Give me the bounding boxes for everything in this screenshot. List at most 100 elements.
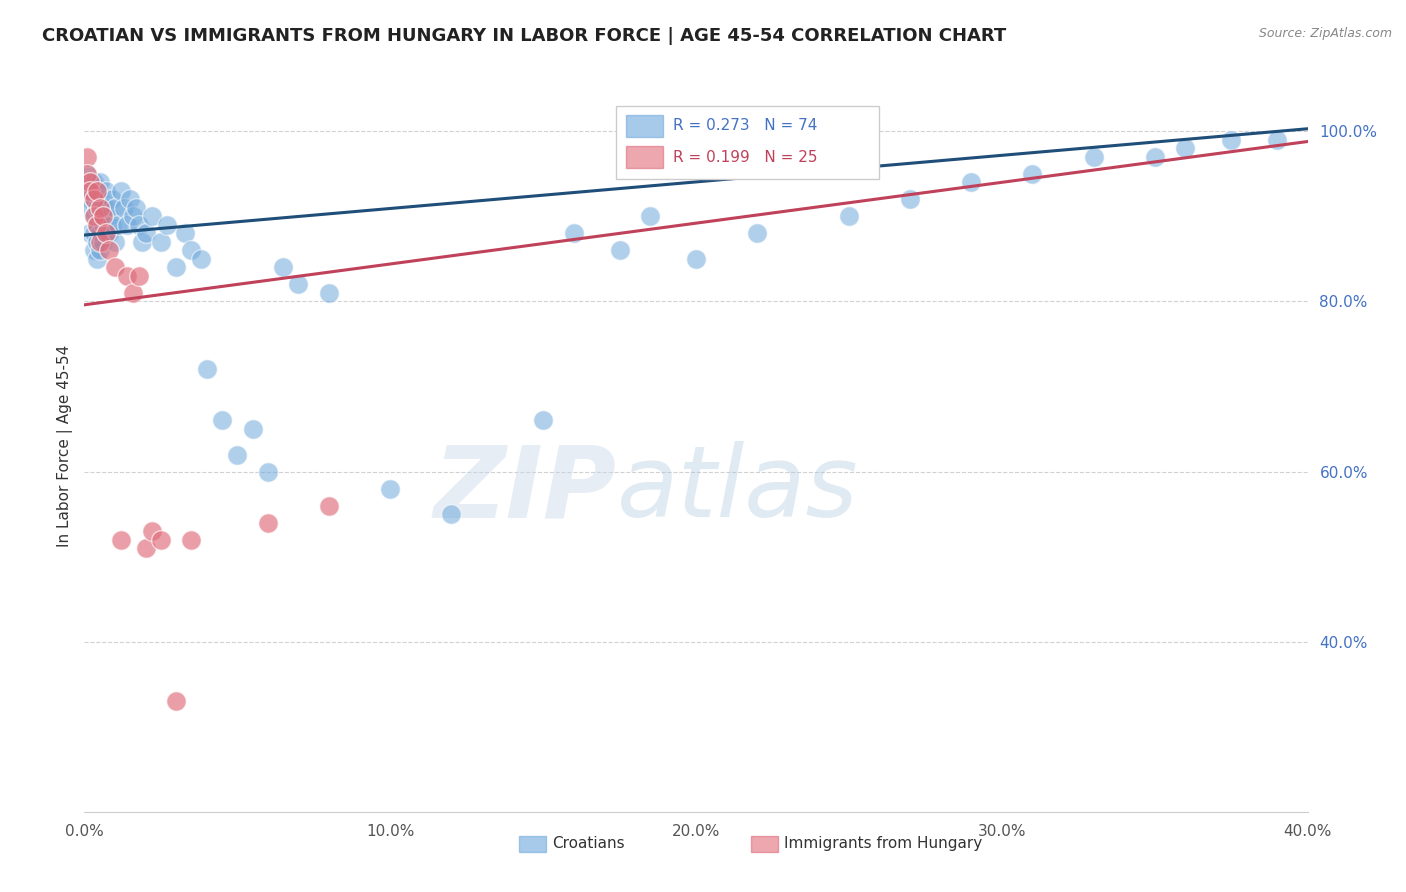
Text: atlas: atlas: [616, 442, 858, 539]
Point: [226, 448, 249, 462]
Text: Immigrants from Hungary: Immigrants from Hungary: [785, 837, 983, 851]
Point: [110, 184, 132, 198]
Point: [86, 201, 108, 215]
FancyBboxPatch shape: [616, 106, 880, 179]
Point: [131, 235, 153, 249]
Point: [79, 201, 101, 215]
Point: [141, 524, 163, 538]
Point: [115, 218, 138, 232]
Point: [89, 192, 111, 206]
Point: [86, 218, 108, 232]
Text: Source: ZipAtlas.com: Source: ZipAtlas.com: [1258, 27, 1392, 40]
Point: [1265, 133, 1288, 147]
Point: [149, 235, 172, 249]
Text: R = 0.199   N = 25: R = 0.199 N = 25: [672, 150, 817, 165]
Point: [104, 260, 127, 275]
Point: [76, 167, 98, 181]
Point: [101, 192, 124, 206]
Point: [115, 268, 138, 283]
Point: [122, 210, 145, 224]
Point: [83, 227, 105, 241]
Point: [257, 516, 280, 530]
Point: [89, 201, 111, 215]
Point: [76, 167, 98, 181]
Point: [1220, 133, 1243, 147]
Point: [531, 413, 554, 427]
Point: [83, 210, 105, 224]
Text: Croatians: Croatians: [551, 837, 624, 851]
FancyBboxPatch shape: [751, 836, 778, 852]
Point: [76, 150, 98, 164]
Point: [79, 192, 101, 206]
Point: [125, 201, 148, 215]
Point: [97, 227, 120, 241]
Text: R = 0.273   N = 74: R = 0.273 N = 74: [672, 118, 817, 133]
Point: [86, 252, 108, 266]
Point: [91, 210, 114, 224]
Point: [79, 227, 101, 241]
Point: [180, 533, 202, 547]
Point: [83, 192, 105, 206]
Point: [83, 244, 105, 258]
Point: [1143, 150, 1166, 164]
Point: [1021, 167, 1043, 181]
Point: [97, 244, 120, 258]
Point: [128, 218, 150, 232]
Point: [107, 218, 129, 232]
Text: CROATIAN VS IMMIGRANTS FROM HUNGARY IN LABOR FORCE | AGE 45-54 CORRELATION CHART: CROATIAN VS IMMIGRANTS FROM HUNGARY IN L…: [42, 27, 1007, 45]
Point: [135, 541, 157, 555]
Point: [86, 184, 108, 198]
Point: [287, 277, 309, 292]
Point: [190, 252, 212, 266]
Point: [149, 533, 172, 547]
Point: [141, 210, 163, 224]
Point: [76, 184, 98, 198]
Point: [609, 244, 631, 258]
Point: [89, 244, 111, 258]
Point: [89, 227, 111, 241]
Point: [86, 184, 108, 198]
Point: [112, 201, 135, 215]
Point: [91, 201, 114, 215]
FancyBboxPatch shape: [519, 836, 546, 852]
Point: [94, 201, 117, 215]
Point: [271, 260, 294, 275]
Point: [165, 260, 187, 275]
Point: [685, 252, 707, 266]
Point: [86, 235, 108, 249]
Point: [122, 285, 145, 300]
Point: [638, 210, 661, 224]
Point: [89, 210, 111, 224]
Point: [89, 175, 111, 189]
Point: [86, 218, 108, 232]
Point: [195, 362, 218, 376]
Point: [83, 175, 105, 189]
Point: [91, 235, 114, 249]
Point: [1174, 141, 1197, 155]
Point: [156, 218, 179, 232]
Point: [440, 507, 463, 521]
Point: [83, 192, 105, 206]
Point: [89, 235, 111, 249]
Point: [104, 235, 127, 249]
Point: [135, 227, 157, 241]
Point: [898, 192, 921, 206]
FancyBboxPatch shape: [626, 115, 664, 136]
Point: [838, 210, 860, 224]
Point: [747, 227, 769, 241]
Point: [79, 184, 101, 198]
Point: [83, 210, 105, 224]
Point: [128, 268, 150, 283]
Point: [180, 244, 202, 258]
Point: [318, 285, 340, 300]
Point: [79, 175, 101, 189]
Point: [94, 184, 117, 198]
Point: [318, 499, 340, 513]
Point: [165, 694, 187, 708]
FancyBboxPatch shape: [626, 146, 664, 168]
Point: [91, 218, 114, 232]
Point: [174, 227, 197, 241]
Point: [110, 533, 132, 547]
Point: [1083, 150, 1105, 164]
Point: [104, 201, 127, 215]
